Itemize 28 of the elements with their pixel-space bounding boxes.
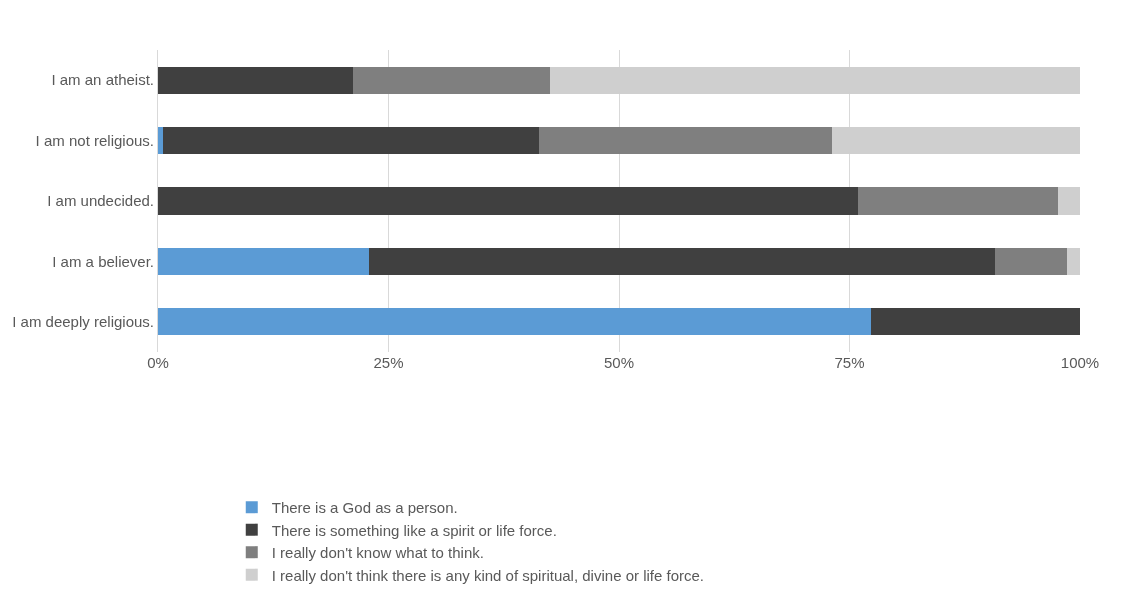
legend-label: There is a God as a person. <box>271 499 458 517</box>
x-tick-label: 25% <box>373 354 404 371</box>
bar <box>995 247 1068 275</box>
bar <box>158 127 163 155</box>
bar <box>162 127 539 155</box>
bar <box>538 127 832 155</box>
y-tick-label: I am not religious. <box>35 131 154 149</box>
legend-label: I really don't know what to think. <box>271 544 484 562</box>
x-tick-label: 50% <box>603 354 635 371</box>
y-tick-label: I am deeply religious. <box>12 313 154 331</box>
y-tick-label: I am an atheist. <box>51 71 154 89</box>
y-tick-label: I am undecided. <box>47 192 154 210</box>
x-tick-label: 100% <box>1060 354 1100 371</box>
x-tick-label: 0% <box>147 354 169 371</box>
bar <box>1067 247 1080 275</box>
x-tick-label: 75% <box>834 354 865 371</box>
bar <box>158 308 871 336</box>
bar <box>857 187 1058 215</box>
legend-label: I really don't think there is any kind of spiritual, divine or life force. <box>271 566 705 584</box>
bar <box>369 247 996 275</box>
bar <box>158 187 858 215</box>
legend-label: There is something like a spirit or life force. <box>271 521 557 539</box>
bar <box>158 66 354 94</box>
bar <box>158 247 370 275</box>
y-tick-label: I am a believer. <box>52 252 154 270</box>
bar <box>353 66 550 94</box>
bar <box>1057 187 1080 215</box>
bar <box>870 308 1080 336</box>
